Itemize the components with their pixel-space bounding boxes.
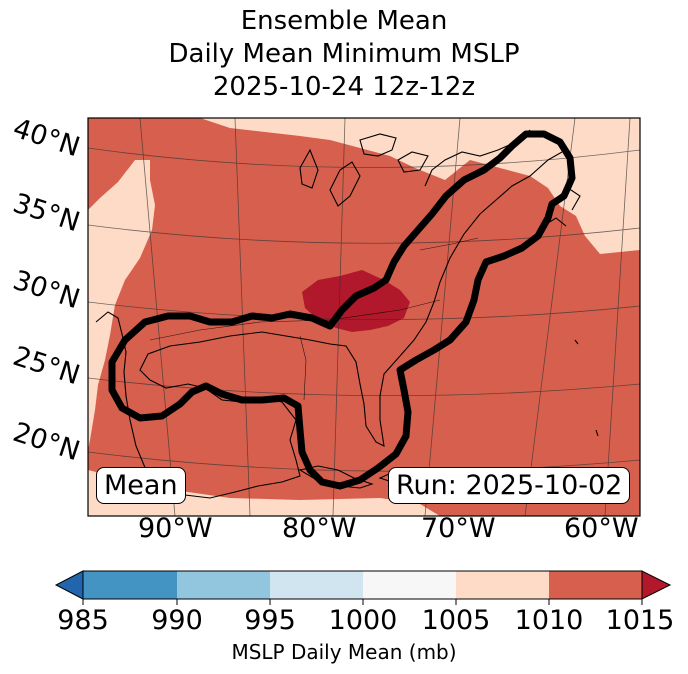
- colorbar-tick-1000: 1000: [328, 605, 398, 636]
- field-1005-1010-west: [88, 160, 155, 450]
- lon-label-70w: 70°W: [421, 513, 496, 544]
- state-borders: [149, 237, 479, 401]
- colorbar-bin-1010-1015: [549, 571, 642, 599]
- colorbar-bin-995-1000: [270, 571, 363, 599]
- lon-label-80w: 80°W: [282, 513, 357, 544]
- colorbar: [54, 570, 672, 605]
- colorbar-tick-1010: 1010: [514, 605, 584, 636]
- title-line-2: Daily Mean Minimum MSLP: [168, 39, 520, 69]
- colorbar-bin-990-995: [177, 571, 270, 599]
- colorbar-under-extension: [54, 570, 84, 600]
- colorbar-tick-985: 985: [57, 605, 109, 636]
- colorbar-tick-995: 995: [244, 605, 296, 636]
- colorbar-bin-1005-1010: [456, 571, 549, 599]
- field-1005-1010-south: [88, 470, 440, 516]
- colorbar-bin-1000-1005: [363, 571, 456, 599]
- ensemble-outline-contour: [108, 130, 576, 490]
- field-1005-1010-northeast: [200, 118, 640, 254]
- colorbar-tick-1015: 1015: [605, 605, 675, 636]
- map-field: [88, 118, 640, 516]
- title-line-3: 2025-10-24 12z-12z: [212, 72, 476, 102]
- colorbar-tick-990: 990: [151, 605, 203, 636]
- map-frame: [87, 117, 641, 517]
- mean-badge: Mean: [96, 467, 186, 504]
- colorbar-over-extension: [641, 570, 672, 600]
- lon-label-60w: 60°W: [564, 513, 639, 544]
- colorbar-label: MSLP Daily Mean (mb): [231, 640, 457, 664]
- colorbar-bin-985-990: [83, 571, 177, 599]
- run-date-badge: Run: 2025-10-02: [388, 467, 631, 504]
- title-line-1: Ensemble Mean: [240, 6, 448, 36]
- lon-label-90w: 90°W: [138, 513, 213, 544]
- colorbar-tick-1005: 1005: [421, 605, 491, 636]
